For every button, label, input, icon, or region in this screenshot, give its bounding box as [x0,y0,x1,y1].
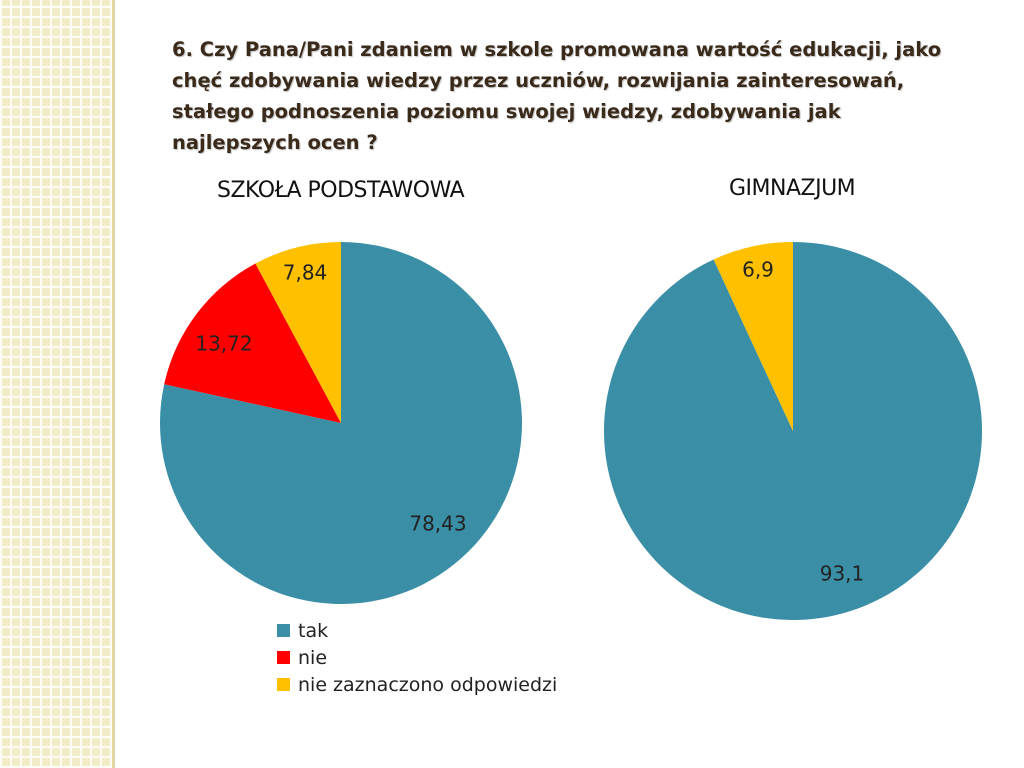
legend: tak nie nie zaznaczono odpowiedzi [277,617,557,698]
chart-title-gimnazjum: GIMNAZJUM [729,176,856,201]
legend-swatch-no-answer [277,678,290,691]
chart2-slice-tak [603,242,982,620]
legend-label-no-answer: nie zaznaczono odpowiedzi [298,673,558,696]
chart1-slice-no-answer [255,242,341,423]
legend-item-tak: tak [277,617,557,644]
chart1-data-label-tak: 78,43 [409,512,466,536]
side-divider [112,0,115,768]
legend-label-nie: nie [298,646,328,669]
legend-label-tak: tak [298,619,329,642]
legend-item-nie: nie [277,644,557,671]
chart1-data-label-no-answer: 7,84 [283,261,328,285]
legend-item-no-answer: nie zaznaczono odpowiedzi [277,671,557,698]
chart-title-szkola-podstawowa: SZKOŁA PODSTAWOWA [217,178,465,203]
chart2-data-label-tak: 93,1 [820,562,865,586]
chart1-slice-nie [164,263,341,423]
legend-swatch-nie [277,651,290,664]
chart1-data-label-nie: 13,72 [195,332,252,356]
legend-swatch-tak [277,624,290,637]
slide-title: 6. Czy Pana/Pani zdaniem w szkole promow… [172,38,942,154]
decorative-side-strip [0,0,112,768]
chart2-data-label-no-answer: 6,9 [742,258,774,282]
chart2-slice-no-answer [713,242,793,431]
